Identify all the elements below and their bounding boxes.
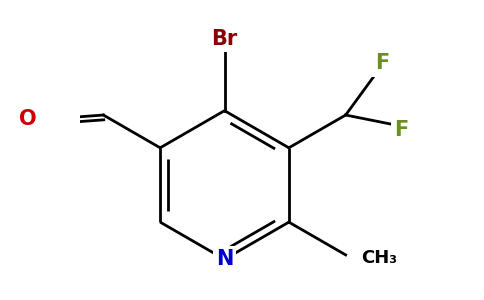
Text: N: N: [216, 249, 233, 269]
Text: O: O: [19, 110, 37, 129]
Text: CH₃: CH₃: [362, 249, 397, 267]
Text: F: F: [394, 120, 408, 140]
Text: Br: Br: [212, 29, 238, 49]
Text: F: F: [375, 53, 390, 74]
